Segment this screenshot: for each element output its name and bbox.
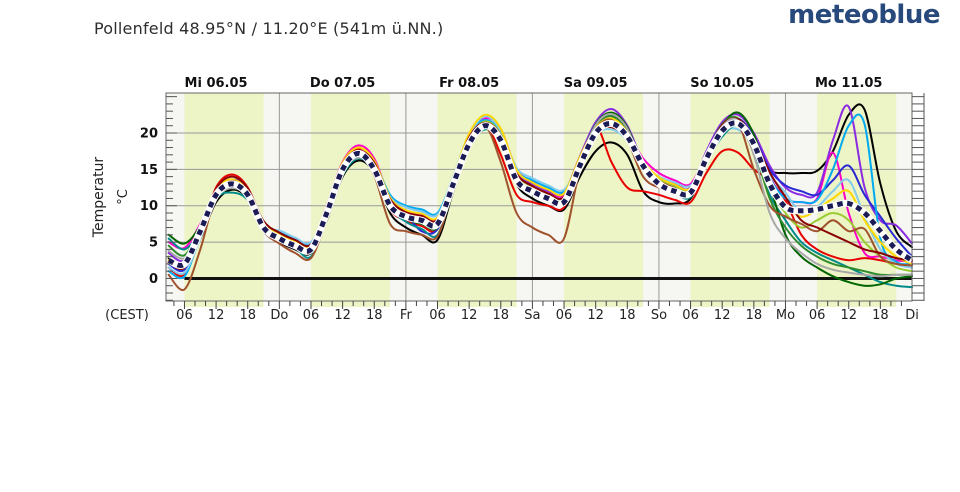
ytick-label: 20: [140, 127, 158, 142]
ytick-label: 5: [149, 236, 158, 251]
y-axis-title: Temperatur: [91, 157, 107, 239]
hour-tick-label: 18: [746, 308, 763, 323]
series-model-darkred: [167, 117, 913, 270]
daylight-band: [310, 93, 391, 307]
hour-tick-label: 12: [587, 308, 604, 323]
midnight-label: Fr: [400, 308, 413, 323]
midnight-label: Do: [270, 308, 288, 323]
hour-tick-label: 18: [239, 308, 256, 323]
chart-canvas: Mi 06.05 Do 07.05 Fr 08.05 Sa 09.05 So 10.05…: [91, 76, 925, 323]
hour-tick-label: 12: [840, 308, 857, 323]
midnight-label: Sa: [524, 308, 540, 323]
ytick-label: 10: [140, 199, 158, 214]
timezone-label: (CEST): [105, 308, 149, 323]
multimodel-mean-line: [167, 120, 914, 268]
hour-tick-label: 18: [493, 308, 510, 323]
hour-tick-label: 12: [714, 308, 731, 323]
hour-tick-label: 12: [208, 308, 225, 323]
hour-tick-label: 18: [366, 308, 383, 323]
day-label: Fr 08.05: [439, 76, 499, 91]
page-title: Pollenfeld 48.95°N / 11.20°E (541m ü.NN.…: [94, 19, 444, 38]
midnight-label: So: [651, 308, 667, 323]
day-label: So 10.05: [690, 76, 754, 91]
day-label: Mi 06.05: [185, 76, 248, 91]
hour-tick-label: 06: [429, 308, 446, 323]
midnight-label: Di: [905, 308, 919, 323]
hour-tick-label: 06: [556, 308, 573, 323]
hour-tick-label: 06: [176, 308, 193, 323]
hour-tick-label: 12: [461, 308, 478, 323]
model-lines: [167, 103, 914, 292]
series-model-skyblue: [167, 115, 913, 275]
plot-border: [165, 92, 913, 302]
hour-tick-label: 18: [872, 308, 889, 323]
day-label: Mo 11.05: [815, 76, 883, 91]
y-axis-unit: °C: [116, 189, 131, 205]
day-label: Do 07.05: [310, 76, 375, 91]
day-label: Sa 09.05: [564, 76, 628, 91]
hour-tick-label: 12: [334, 308, 351, 323]
ytick-label: 15: [140, 163, 158, 178]
series-model-brown: [167, 118, 913, 292]
hour-tick-label: 06: [682, 308, 699, 323]
ytick-label: 0: [149, 272, 158, 287]
hour-tick-label: 06: [303, 308, 320, 323]
meteoblue-logo[interactable]: meteoblue: [788, 0, 940, 30]
midnight-label: Mo: [776, 308, 795, 323]
hour-tick-label: 18: [619, 308, 636, 323]
temperature-multimodel-chart: Mi 06.05 Do 07.05 Fr 08.05 Sa 09.05 So 10.05…: [91, 76, 925, 323]
hour-tick-label: 06: [809, 308, 826, 323]
